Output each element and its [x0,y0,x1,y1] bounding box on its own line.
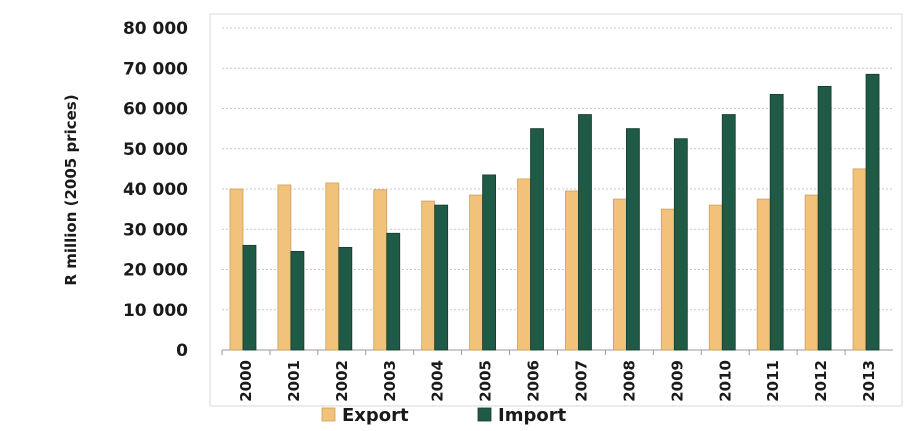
legend-label: Import [498,405,567,426]
x-tick-label: 2002 [333,360,351,402]
x-tick-label: 2007 [572,360,590,402]
bar-import [242,244,257,351]
y-axis-ticks: 0 10 000 20 000 30 000 40 000 50 000 60 000 70 … [123,19,188,361]
x-tick-label: 2006 [525,360,543,402]
y-tick-label: 10 000 [123,301,188,321]
x-tick-label: 2013 [860,360,878,402]
bar-export [373,189,388,351]
bar-export [229,188,244,351]
x-tick-label: 2000 [237,360,255,402]
bar-export [277,184,292,351]
x-axis-ticks: 2000 2001 2002 2003 2004 2005 2006 2007 2008 2009… [221,350,878,402]
y-tick-label: 20 000 [123,261,188,281]
legend-swatch [477,407,492,422]
x-tick-label: 2012 [812,360,830,402]
legend-swatch [321,407,336,422]
y-tick-label: 50 000 [123,140,188,160]
bar-export [612,198,627,351]
bar-import [530,128,544,351]
bar-export [325,182,340,351]
y-tick-label: 80 000 [123,19,188,39]
legend-label: Export [342,405,409,426]
x-tick-label: 2001 [285,360,303,402]
bar-export [804,194,819,351]
bar-export [517,178,531,351]
legend: Export Import [321,405,567,426]
x-tick-label: 2011 [764,360,782,402]
bar-import [482,174,497,351]
y-tick-label: 40 000 [123,180,188,200]
bar-import [625,128,640,351]
bar-import [578,114,592,351]
bar-export [469,194,484,351]
bar-import [817,85,832,351]
bar-import [434,204,449,351]
bar-export [421,200,436,351]
chart-frame [209,13,903,407]
y-tick-label: 0 [176,341,188,361]
legend-item-import: Import [477,405,567,426]
bar-import [721,114,736,351]
bar-import [290,250,305,351]
bar-export [756,198,771,351]
bar-import [673,138,688,351]
x-tick-label: 2010 [716,360,734,402]
bar-import [386,232,401,351]
bar-export [565,190,579,351]
bars [229,73,880,351]
bar-export [852,168,867,351]
x-tick-label: 2004 [429,360,447,402]
x-tick-label: 2005 [477,360,495,402]
bar-import [769,94,784,351]
x-tick-label: 2008 [620,360,638,402]
x-tick-label: 2003 [381,360,399,402]
bar-export [708,204,723,351]
bar-import [865,73,880,351]
y-tick-label: 70 000 [123,59,188,79]
bar-export [660,208,675,351]
y-axis-label: R million (2005 prices) [62,94,80,285]
gridlines [222,27,893,351]
legend-item-export: Export [321,405,409,426]
x-tick-label: 2009 [668,360,686,402]
y-tick-label: 30 000 [123,220,188,240]
bar-import [338,246,353,351]
y-tick-label: 60 000 [123,100,188,120]
